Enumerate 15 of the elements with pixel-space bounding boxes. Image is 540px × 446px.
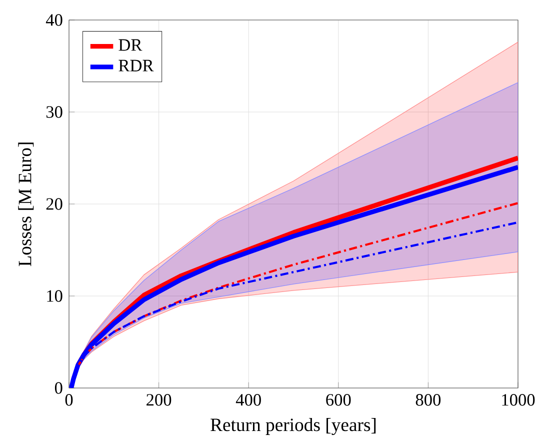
x-tick-label: 400 — [236, 394, 261, 406]
x-tick-label: 1000 — [502, 394, 535, 406]
y-tick-label: 30 — [46, 106, 62, 118]
y-tick-label: 0 — [54, 382, 62, 394]
legend-label: RDR — [118, 60, 154, 72]
x-tick-label: 800 — [416, 394, 441, 406]
x-tick-label: 200 — [146, 394, 172, 406]
x-axis-title: Return periods [years] — [210, 418, 376, 436]
y-axis-title: Losses [M Euro] — [18, 142, 34, 266]
legend-label: DR — [118, 39, 142, 51]
y-tick-label: 20 — [46, 198, 62, 210]
y-tick-label: 40 — [46, 14, 62, 26]
x-tick-label: 600 — [326, 394, 351, 406]
x-tick-label: 0 — [65, 394, 73, 406]
y-tick-label: 10 — [47, 290, 62, 302]
